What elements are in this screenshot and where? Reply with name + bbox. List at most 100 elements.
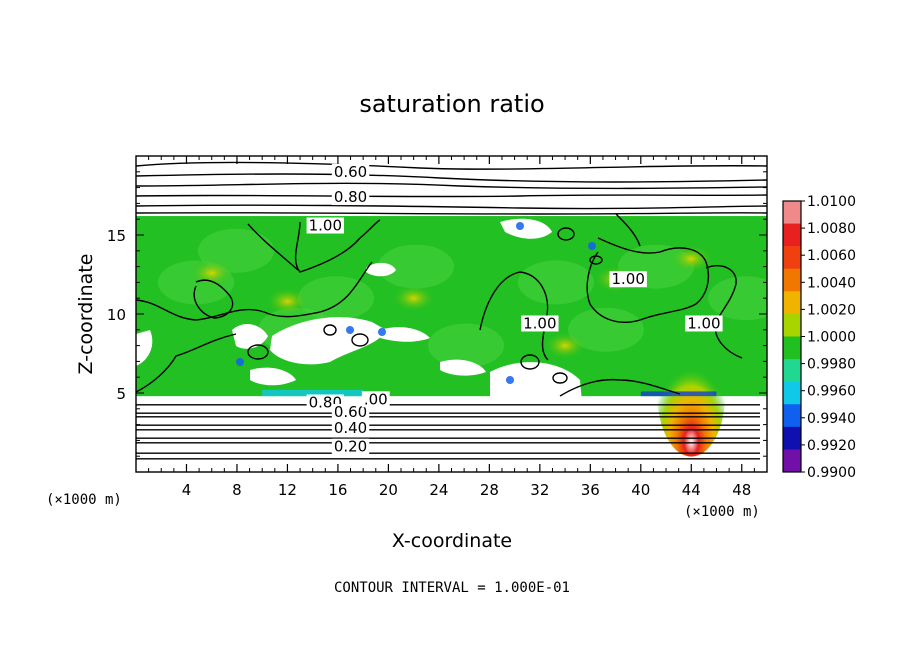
- colorbar-label: 1.0100: [807, 194, 856, 210]
- field-patch: [708, 276, 767, 321]
- x-tick-label: 48: [732, 481, 751, 499]
- contour-1.00: [136, 333, 237, 393]
- contour-closed: [351, 333, 369, 347]
- unsaturated-region: [366, 262, 396, 277]
- x-axis-label: X-coordinate: [392, 530, 512, 552]
- speckle: [588, 242, 596, 250]
- contour-1.00: [247, 223, 299, 271]
- y-tick-label: 5: [116, 385, 126, 403]
- colorbar-label: 0.9980: [807, 357, 856, 373]
- colorbar-label: 0.9900: [807, 465, 856, 481]
- contour-upper: [136, 161, 767, 170]
- x-tick-label: 44: [682, 481, 701, 499]
- contour-label: 1.00: [687, 314, 720, 332]
- contour-lower: [136, 412, 760, 414]
- contour-lower: [136, 424, 760, 426]
- colorbar-swatch: [783, 449, 801, 473]
- colorbar: 1.0100 1.0080 1.0060 1.0040 1.0020 1.0000 0.99…: [782, 194, 856, 481]
- unsaturated-region: [380, 327, 430, 342]
- unsaturated-region: [490, 362, 582, 402]
- colorbar-label: 1.0020: [807, 302, 856, 318]
- colorbar-swatch: [783, 336, 801, 360]
- unsaturated-region: [270, 317, 386, 365]
- contour-lines: [136, 161, 767, 460]
- colorbar-label: 1.0000: [807, 330, 856, 346]
- colorbar-label: 0.9960: [807, 384, 856, 400]
- x-unit-right: (×1000 m): [684, 504, 760, 520]
- speckle: [516, 222, 524, 230]
- unsaturated-region: [440, 359, 486, 376]
- contour-upper: [136, 194, 767, 198]
- contour-lower: [136, 416, 760, 418]
- contour-label: 0.20: [334, 438, 367, 456]
- contour-label: .00: [364, 390, 388, 408]
- contour-upper: [136, 212, 767, 215]
- x-unit-left: (×1000 m): [46, 492, 122, 508]
- contour-lower: [136, 429, 760, 431]
- plot-field: [136, 216, 767, 457]
- contour-closed: [520, 354, 540, 370]
- contour-label-bg: [331, 419, 370, 436]
- contour-1.00: [294, 219, 381, 273]
- y-tick-label: 15: [107, 227, 126, 245]
- contour-label: 1.00: [523, 314, 556, 332]
- y-axis-label: Z-coordinate: [75, 254, 97, 375]
- y-axis-ticks: 5 10 15: [107, 171, 767, 457]
- contour-label-bg: [685, 315, 723, 332]
- contour-1.00: [136, 261, 373, 321]
- unsaturated-region: [500, 218, 552, 239]
- contour-label-bg: [331, 438, 370, 455]
- warm-spot: [265, 287, 310, 316]
- y-tick-label: 10: [107, 306, 126, 324]
- colorbar-swatch: [783, 381, 801, 405]
- contour-closed: [557, 227, 575, 241]
- colorbar-swatch: [783, 223, 801, 247]
- contour-label: 0.80: [334, 188, 367, 206]
- contour-1.00: [615, 213, 641, 247]
- contour-label: 1.00: [309, 217, 342, 235]
- subsaturated-strip: [262, 389, 364, 397]
- contour-1.00: [193, 279, 234, 319]
- warm-spot: [189, 258, 234, 287]
- speckle: [236, 358, 244, 366]
- x-tick-label: 28: [480, 481, 499, 499]
- x-tick-label: 16: [328, 481, 347, 499]
- contour-label-bg: [331, 189, 370, 206]
- contour-1.00: [479, 271, 549, 361]
- x-tick-label: 24: [429, 481, 448, 499]
- contour-label: 0.40: [334, 419, 367, 437]
- contour-label: 1.00: [611, 270, 644, 288]
- contour-1.00: [559, 378, 681, 397]
- field-patch: [568, 307, 644, 352]
- warm-spot: [669, 244, 714, 273]
- contour-label-bg: [306, 217, 345, 234]
- colorbar-label: 1.0060: [807, 248, 856, 264]
- speckle: [346, 326, 354, 334]
- unsaturated-region: [250, 367, 296, 386]
- contour-1.00: [705, 265, 743, 359]
- colorbar-swatch: [783, 404, 801, 428]
- x-tick-label: 4: [182, 481, 192, 499]
- colorbar-swatch: [783, 201, 801, 225]
- unsaturated-region: [232, 323, 268, 349]
- contour-label: 0.60: [334, 403, 367, 421]
- contour-label-bg: [331, 163, 370, 180]
- contour-lower: [136, 437, 760, 439]
- contour-label-bg: [521, 315, 559, 332]
- colorbar-label: 1.0080: [807, 221, 856, 237]
- contour-upper: [136, 204, 767, 210]
- colorbar-swatch: [783, 268, 801, 292]
- contour-closed: [552, 372, 568, 384]
- chart-title: saturation ratio: [359, 90, 544, 118]
- colorbar-swatch: [783, 291, 801, 315]
- field-patch: [428, 323, 504, 368]
- x-tick-label: 8: [232, 481, 242, 499]
- speckle: [378, 328, 386, 336]
- contour-upper: [136, 182, 767, 190]
- contour-upper: [136, 173, 767, 183]
- contour-label-bg: [331, 403, 370, 420]
- contour-interval-note: CONTOUR INTERVAL = 1.000E-01: [334, 580, 570, 596]
- x-tick-label: 36: [581, 481, 600, 499]
- field-patch: [518, 260, 594, 305]
- contour-lower: [136, 452, 760, 454]
